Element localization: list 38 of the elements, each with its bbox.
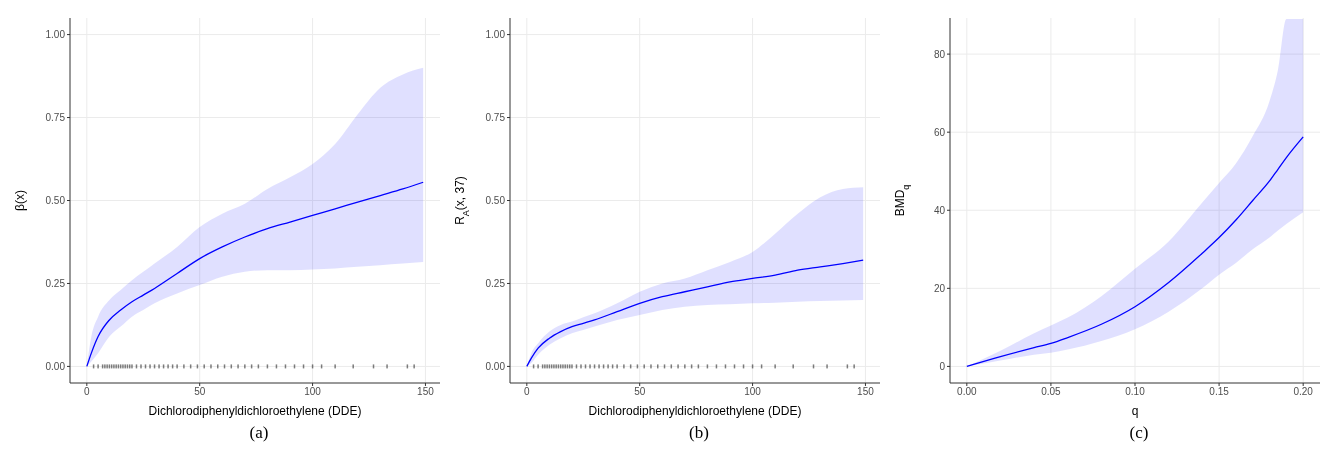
x-tick-label: 0.15 <box>1209 386 1230 398</box>
y-tick-label: 20 <box>933 282 946 294</box>
y-tick-label: 0.25 <box>485 278 506 289</box>
text: (c) <box>1128 423 1150 443</box>
y-tick-label: 0.50 <box>45 195 66 207</box>
x-tick-label: 0 <box>84 386 91 398</box>
x-tick-label: 150 <box>417 386 435 398</box>
line-series <box>86 181 424 368</box>
y-axis-title: β(x) <box>13 190 27 211</box>
text: (a) <box>248 423 270 443</box>
x-axis-title: q <box>1131 404 1139 418</box>
y-tick-label: 1.00 <box>45 29 66 41</box>
text: (b) <box>688 423 710 443</box>
y-tick-label: 0.00 <box>45 360 66 372</box>
x-tick-label: 50 <box>194 386 206 398</box>
y-tick-label: 0.50 <box>485 195 506 207</box>
y-tick-label: 0.00 <box>485 360 506 372</box>
y-tick-label: 0.75 <box>45 112 66 124</box>
x-tick-label: 0 <box>524 386 531 398</box>
x-tick-label: 0.20 <box>1293 386 1314 398</box>
y-tick-label: 0 <box>939 360 946 372</box>
line-series <box>966 136 1304 368</box>
y-tick-label: 60 <box>933 126 946 138</box>
x-tick-label: 150 <box>857 386 875 398</box>
x-tick-label: 100 <box>304 386 322 398</box>
x-tick-label: 0.05 <box>1041 386 1062 398</box>
y-tick-label: 80 <box>933 48 946 60</box>
y-tick-label: 0.25 <box>45 278 66 289</box>
x-tick-label: 50 <box>634 386 646 398</box>
x-tick-label: 0.00 <box>957 386 977 398</box>
y-tick-label: 40 <box>933 204 946 216</box>
x-tick-label: 0.10 <box>1125 386 1146 398</box>
y-tick-label: 1.00 <box>485 29 506 41</box>
x-axis-title: Dichlorodiphenyldichloroethylene (DDE) <box>588 404 802 418</box>
x-axis-title: Dichlorodiphenyldichloroethylene (DDE) <box>148 404 362 418</box>
line-series <box>526 259 864 368</box>
y-tick-label: 0.75 <box>485 112 506 124</box>
x-tick-label: 100 <box>744 386 762 398</box>
